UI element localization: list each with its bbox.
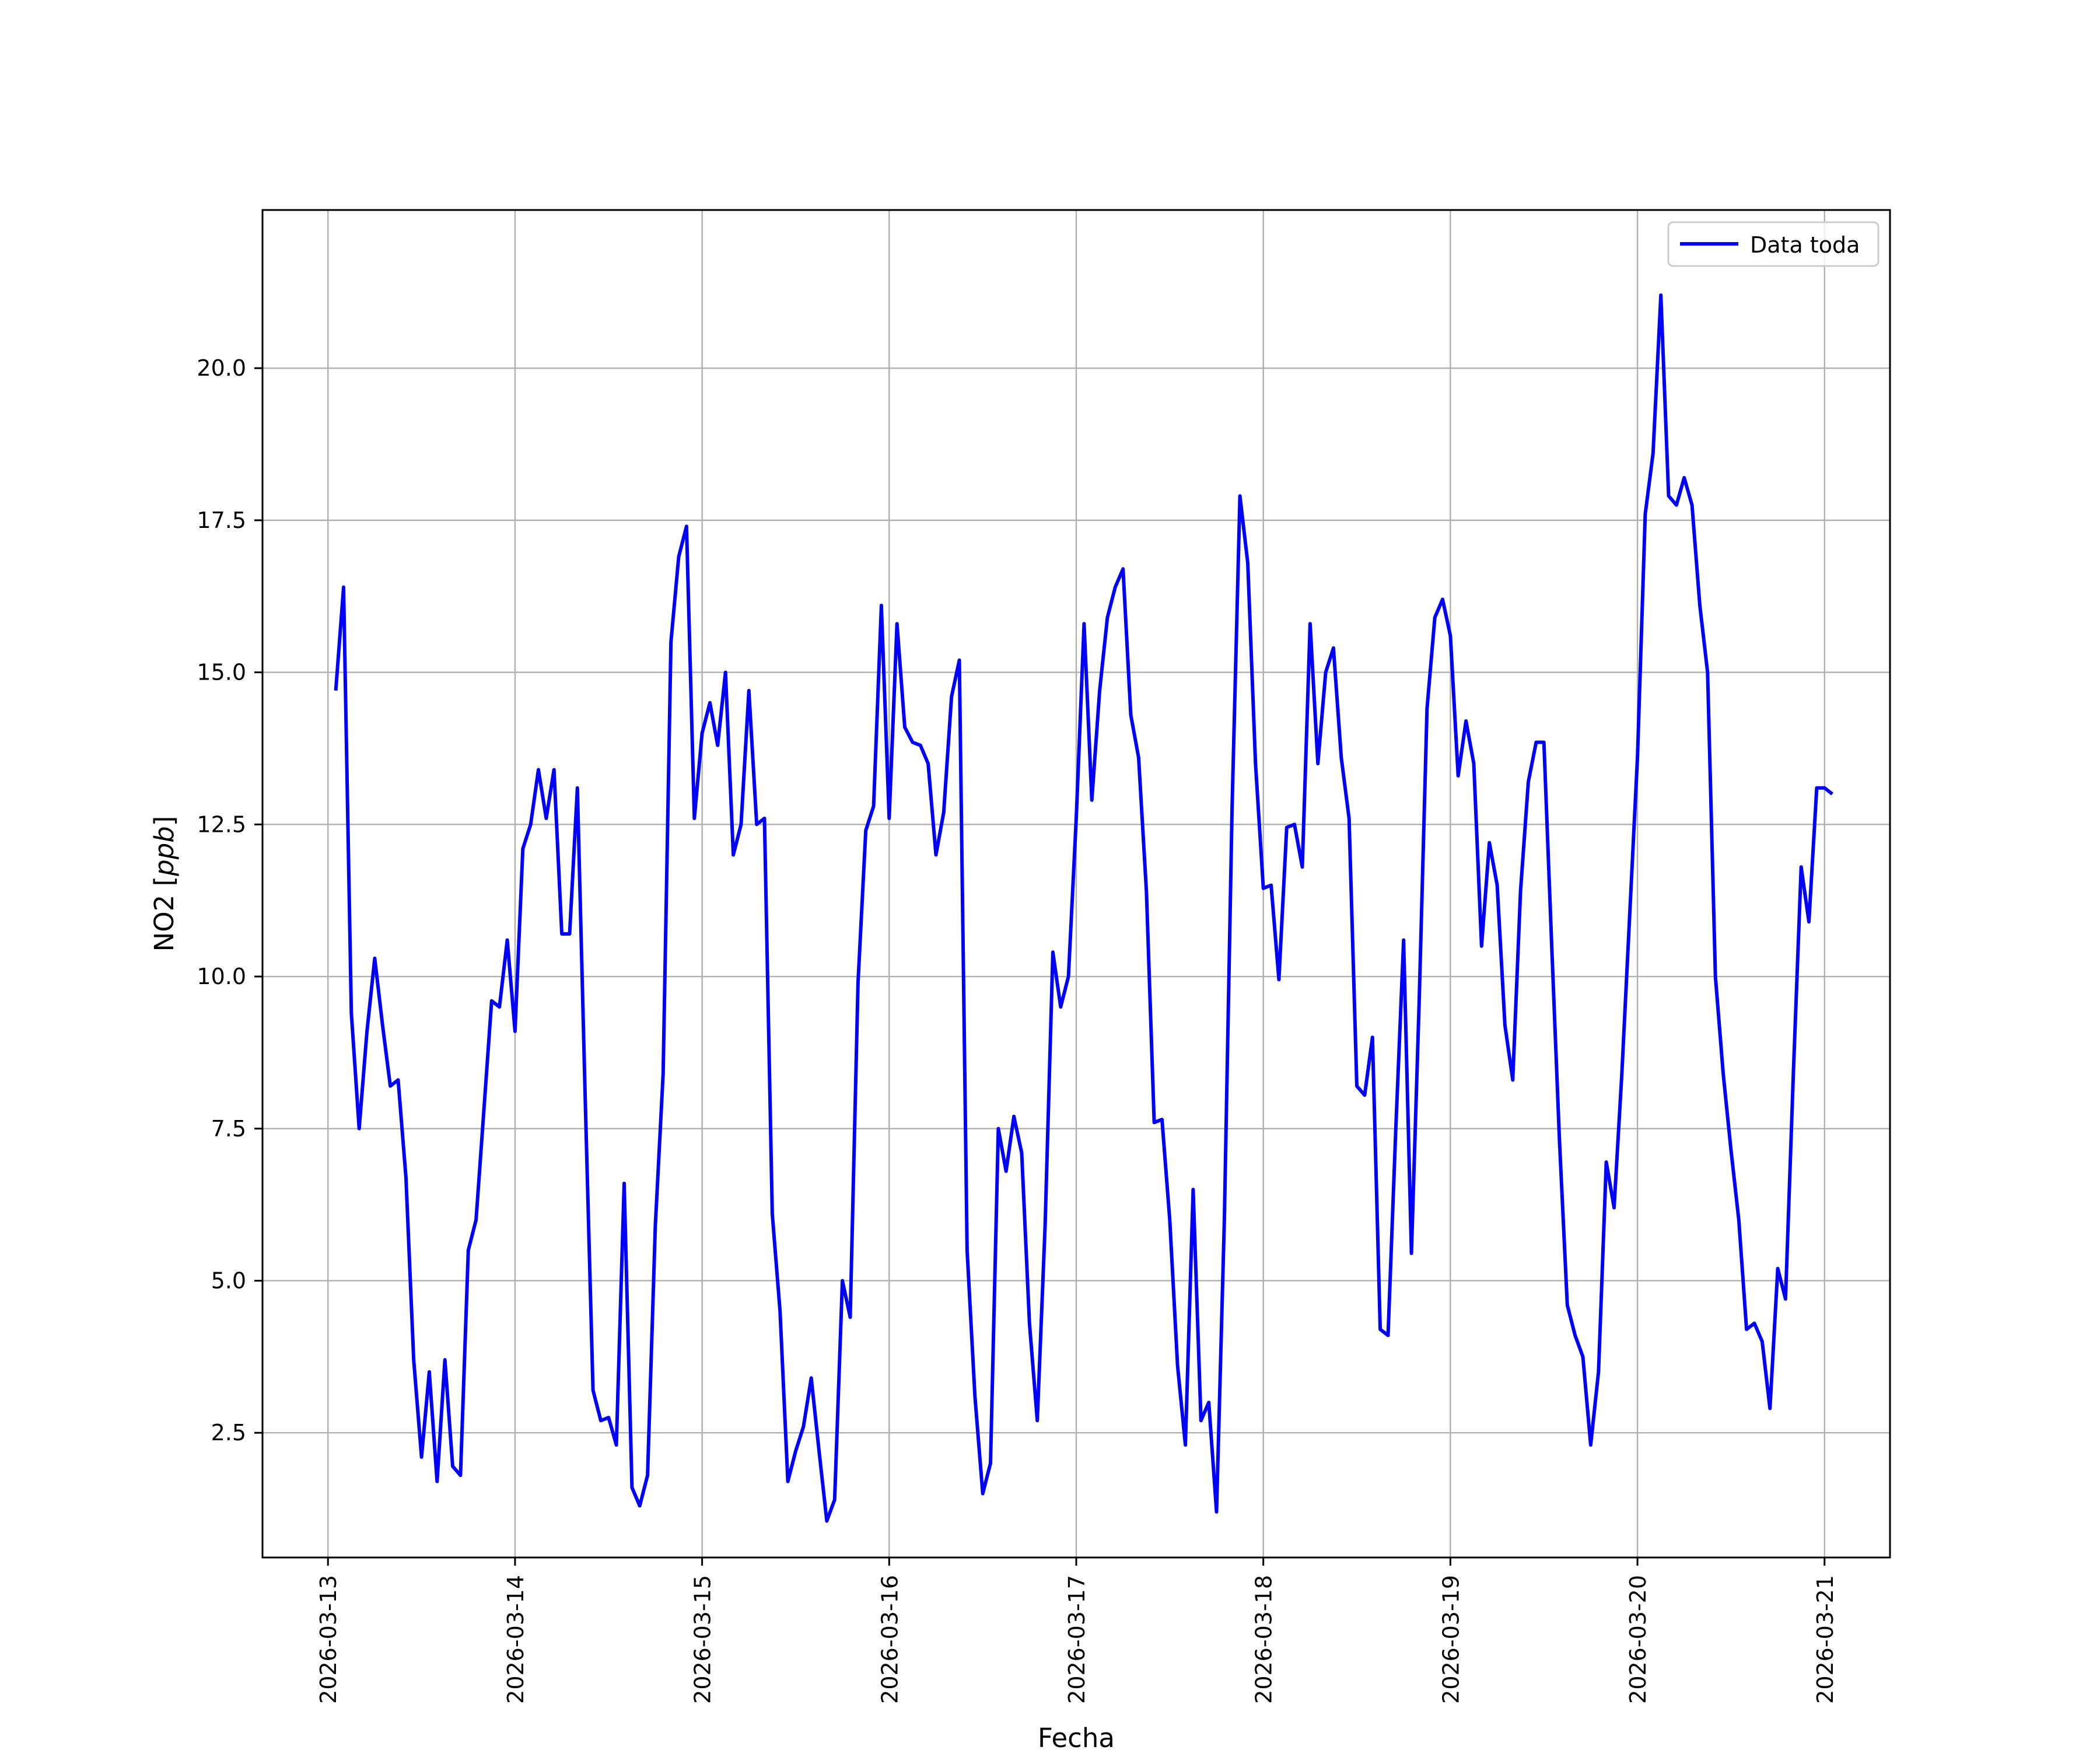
x-tick-label: 2026-03-20 bbox=[1625, 1575, 1651, 1704]
y-axis-label: NO2 [ppb] bbox=[149, 816, 180, 952]
series-layer bbox=[334, 293, 1833, 1523]
y-tick-label: 7.5 bbox=[211, 1116, 246, 1142]
grid-lines bbox=[262, 210, 1890, 1558]
y-tick-label: 20.0 bbox=[197, 355, 246, 381]
x-tick-label: 2026-03-15 bbox=[690, 1575, 716, 1704]
legend-box bbox=[1667, 221, 1880, 267]
x-tick-label: 2026-03-16 bbox=[877, 1575, 902, 1704]
y-tick-label: 15.0 bbox=[197, 660, 246, 685]
x-tick-label: 2026-03-18 bbox=[1251, 1575, 1277, 1704]
y-tick-label: 10.0 bbox=[197, 964, 246, 989]
series-line-data-toda bbox=[334, 293, 1833, 1523]
legend: Data toda bbox=[1667, 221, 1880, 267]
y-tick-label: 17.5 bbox=[197, 508, 246, 533]
y-tick-label: 5.0 bbox=[211, 1268, 246, 1293]
x-tick-label: 2026-03-21 bbox=[1812, 1575, 1838, 1704]
y-tick-label: 2.5 bbox=[211, 1420, 246, 1446]
x-tick-label: 2026-03-14 bbox=[503, 1575, 528, 1704]
x-axis-ticks: 2026-03-13 2026-03-14 2026-03-15 2026-03-16… bbox=[316, 1558, 1838, 1704]
legend-label: Data toda bbox=[1750, 232, 1860, 258]
y-axis-label-unit: ppb bbox=[149, 826, 180, 877]
x-axis-label: Fecha bbox=[1038, 1723, 1115, 1750]
y-axis-label-close: ] bbox=[149, 816, 180, 827]
y-axis-label-main: NO2 [ bbox=[149, 876, 180, 952]
x-tick-label: 2026-03-17 bbox=[1064, 1575, 1090, 1704]
x-tick-label: 2026-03-19 bbox=[1438, 1575, 1464, 1704]
y-axis-ticks: 2.5 5.0 7.5 10.0 12.5 15.0 17.5 20.0 bbox=[197, 355, 262, 1446]
y-tick-label: 12.5 bbox=[197, 811, 246, 837]
x-tick-label: 2026-03-13 bbox=[316, 1575, 341, 1704]
